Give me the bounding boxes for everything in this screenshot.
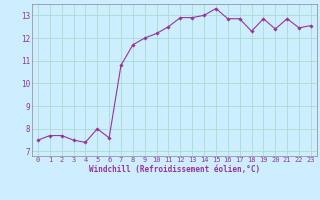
X-axis label: Windchill (Refroidissement éolien,°C): Windchill (Refroidissement éolien,°C) xyxy=(89,165,260,174)
